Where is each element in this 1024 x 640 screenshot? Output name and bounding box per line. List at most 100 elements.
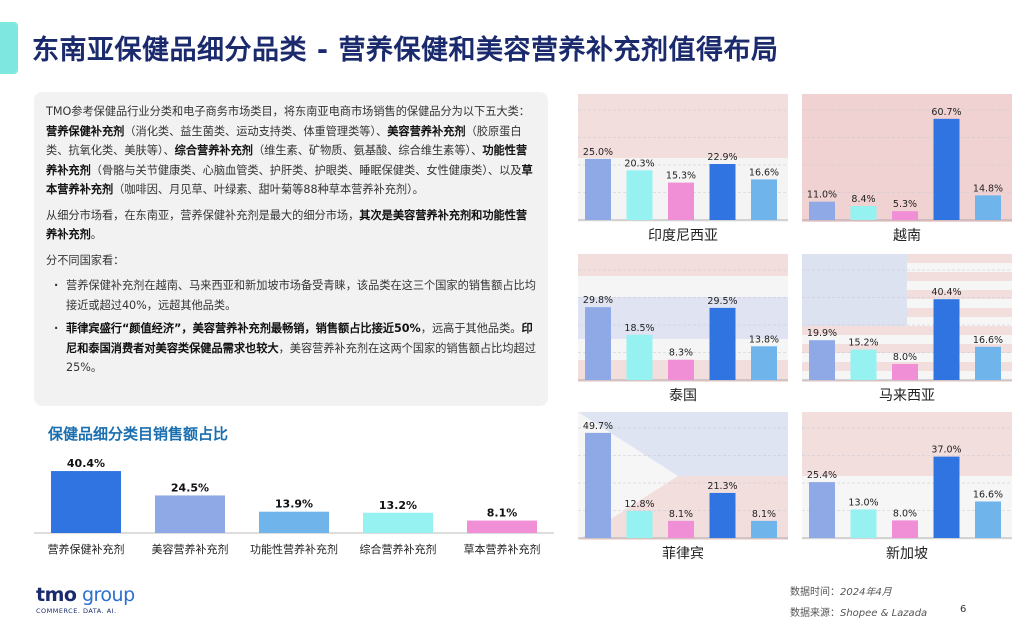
emphasis-text: 综合营养补充剂: [174, 144, 253, 157]
company-logo: tmo group COMMERCE. DATA. AI.: [36, 584, 135, 615]
bar-value-label: 8.3%: [669, 348, 693, 359]
bar-value-label: 60.7%: [931, 107, 961, 118]
category-tick-label: 功能性营养补充剂: [250, 542, 338, 556]
bar: [467, 520, 537, 533]
body-text: ，美容营养补充剂在这两个国家的销售额占比均超过25%。: [66, 341, 536, 375]
bar: [626, 334, 653, 380]
body-text: （咖啡因、月见草、叶绿素、甜叶菊等88种草本营养补充剂）。: [113, 183, 424, 196]
bar-value-label: 25.0%: [583, 147, 613, 158]
bar: [850, 206, 877, 220]
bar-value-label: 29.8%: [583, 295, 613, 306]
data-date: 数据时间：2024年4月: [790, 587, 892, 598]
bar-value-label: 8.1%: [487, 507, 518, 520]
bar: [809, 340, 835, 380]
bar-value-label: 40.4%: [67, 457, 105, 470]
body-text: TMO参考保健品行业分类和电子商务市场类目，将东南亚电商市场销售的保健品分为以下…: [46, 105, 530, 118]
bullet-item-2: 菲律宾盛行“颜值经济”，美容营养补充剂最畅销，销售额占比接近50%，远高于其他品…: [46, 319, 536, 378]
bar-value-label: 15.3%: [666, 171, 696, 182]
bar-value-label: 13.0%: [848, 497, 878, 508]
intro-text-panel: TMO参考保健品行业分类和电子商务市场类目，将东南亚电商市场销售的保健品分为以下…: [34, 92, 548, 406]
bar: [892, 364, 918, 380]
bar: [259, 511, 329, 533]
bar-value-label: 37.0%: [931, 445, 961, 456]
emphasis-text: 草本营养补充剂: [46, 163, 533, 197]
body-text: （消化类、益生菌类、运动支持类、体重管理类等）、: [124, 124, 388, 138]
category-tick-label: 营养保健补充剂: [48, 542, 125, 556]
bar-value-label: 24.5%: [171, 481, 209, 494]
body-text: 营养保健补充剂在越南、马来西亚和新加坡市场备受青睐，该品类在这三个国家的销售额占…: [66, 279, 536, 312]
country-label: 泰国: [669, 388, 697, 404]
bar-value-label: 12.8%: [624, 499, 654, 510]
bar-value-label: 11.0%: [807, 190, 837, 201]
bar-value-label: 16.6%: [973, 335, 1003, 346]
logo-tagline: COMMERCE. DATA. AI.: [36, 607, 117, 615]
logo-wordmark: tmo group: [36, 584, 135, 606]
bar-value-label: 14.8%: [973, 183, 1003, 194]
emphasis-text: 菲律宾盛行“颜值经济”，美容营养补充剂最畅销，销售额占比接近50%: [66, 322, 421, 335]
data-source: 数据来源：Shopee & Lazada: [790, 608, 928, 619]
main-chart-title: 保健品细分类目销售额占比: [48, 425, 229, 443]
bar: [850, 509, 877, 538]
bar: [585, 158, 611, 220]
bar-value-label: 25.4%: [807, 470, 837, 481]
bar-value-label: 19.9%: [807, 328, 837, 339]
bar: [626, 510, 653, 538]
category-tick-label: 草本营养补充剂: [464, 542, 541, 556]
bar-value-label: 13.2%: [379, 499, 417, 512]
bar: [751, 520, 777, 538]
country-label: 新加坡: [886, 546, 928, 562]
emphasis-text: 营养保健补充剂: [46, 124, 125, 138]
category-tick-label: 美容营养补充剂: [152, 542, 229, 556]
bar-value-label: 8.1%: [669, 509, 693, 520]
body-text: 从细分市场看，在东南亚，营养保健补充剂是最大的细分市场，: [46, 208, 360, 222]
bar: [892, 211, 918, 220]
bar: [626, 170, 653, 220]
body-text: 。: [90, 228, 102, 241]
bar-value-label: 16.6%: [749, 167, 779, 178]
bar-value-label: 13.8%: [749, 334, 779, 345]
bar-value-label: 22.9%: [707, 152, 737, 163]
main-category-bar-chart: 40.4% 营养保健补充剂 24.5% 美容营养补充剂 13.9% 功能性营养补充剂 13.…: [34, 457, 554, 556]
bar: [709, 492, 736, 538]
body-text: （胶原蛋白类、抗氧化类、美肤等）、: [46, 124, 522, 158]
bar: [668, 520, 694, 538]
bar: [933, 118, 960, 220]
bar-value-label: 8.1%: [752, 509, 776, 520]
bar-value-label: 21.3%: [707, 481, 737, 492]
bar: [585, 432, 611, 538]
bar-value-label: 18.5%: [624, 323, 654, 334]
bar-value-label: 16.6%: [973, 489, 1003, 500]
bullet-item-1: 营养保健补充剂在越南、马来西亚和新加坡市场备受青睐，该品类在这三个国家的销售额占…: [46, 276, 536, 315]
country-label: 印度尼西亚: [648, 228, 718, 244]
bar-value-label: 8.0%: [893, 508, 917, 519]
emphasis-text: 其次是美容营养补充剂和功能性营养补充剂: [46, 208, 528, 242]
bar-value-label: 49.7%: [583, 421, 613, 432]
bar: [975, 346, 1001, 380]
country-label: 越南: [893, 228, 921, 244]
bar: [51, 471, 121, 533]
body-text: （骨骼与关节健康类、心脑血管类、护肝类、护眼类、睡眠保健类、女性健康类）、以及: [90, 163, 522, 177]
bar: [751, 346, 777, 380]
page-title: 东南亚保健品细分品类 - 营养保健和美容营养补充剂值得布局: [32, 35, 779, 66]
flag-background: [578, 412, 788, 540]
emphasis-text: 印尼和泰国消费者对美容类保健品需求也较大: [66, 322, 533, 355]
emphasis-text: 美容营养补充剂: [387, 124, 466, 138]
intro-paragraph-3: 分不同国家看：: [46, 253, 125, 267]
bar: [892, 520, 918, 538]
bar: [975, 501, 1001, 538]
body-text: ，远高于其他品类。: [420, 322, 522, 335]
bar: [975, 195, 1001, 220]
bar: [809, 482, 835, 538]
body-text: （维生素、矿物质、氨基酸、综合维生素等）、: [252, 144, 483, 157]
title-accent-bar: [0, 22, 18, 74]
intro-paragraph-1: TMO参考保健品行业分类和电子商务市场类目，将东南亚电商市场销售的保健品分为以下…: [46, 102, 536, 200]
emphasis-text: 功能性营养补充剂: [46, 144, 528, 177]
bar: [809, 201, 835, 220]
bar-value-label: 13.9%: [275, 498, 313, 511]
country-label: 马来西亚: [879, 388, 935, 404]
category-tick-label: 综合营养补充剂: [360, 542, 437, 556]
country-label: 菲律宾: [662, 546, 704, 562]
page-number: 6: [960, 604, 967, 615]
bar: [751, 179, 777, 220]
bar-value-label: 15.2%: [848, 338, 878, 349]
